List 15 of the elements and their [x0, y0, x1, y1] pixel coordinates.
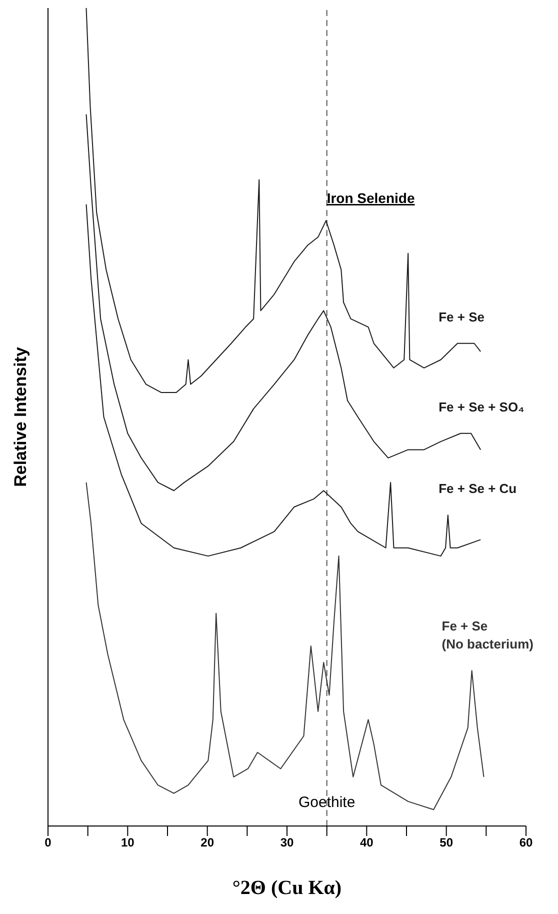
x-tick-label: 50 — [440, 836, 454, 850]
x-tick-label: 10 — [120, 836, 135, 850]
x-tick-label: 30 — [280, 836, 294, 850]
y-axis-title: Relative Intensity — [11, 346, 30, 487]
x-tick-label: 0 — [44, 836, 52, 850]
annotation: Goethite — [298, 794, 356, 811]
text: Fe + Se (No bacterium) — [442, 618, 534, 652]
x-tick-label: 20 — [200, 836, 214, 850]
ref-line-label: Iron Selenide — [326, 190, 415, 206]
series-label: Fe + Se + SO₄ — [438, 399, 524, 414]
x-axis-title: °2Θ (Cu Kα) — [232, 877, 342, 899]
series-label: Fe + Se — [438, 309, 484, 324]
series-label: Fe + Se + Cu — [438, 481, 517, 496]
x-tick-label: 60 — [519, 836, 533, 850]
x-tick-label: 40 — [360, 836, 374, 850]
